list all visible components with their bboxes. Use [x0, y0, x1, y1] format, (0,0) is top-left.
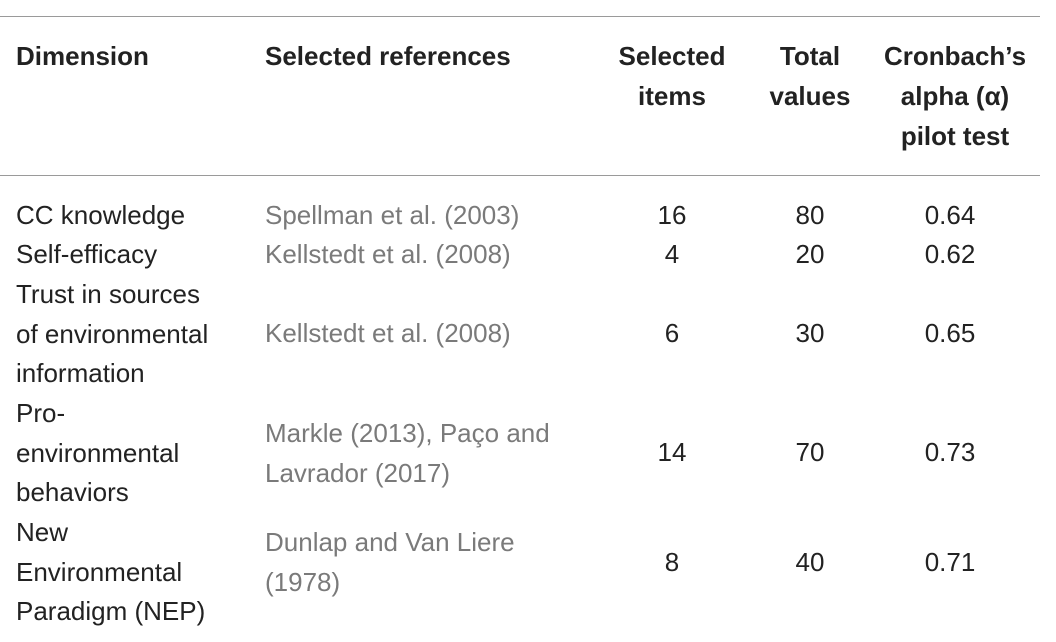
cell-dimension: Pro- environmental behaviors: [16, 398, 180, 507]
cell-dimension: New Environmental Paradigm (NEP): [16, 517, 206, 626]
cell-total-values: 70: [795, 437, 825, 467]
cell-references: Spellman et al. (2003): [265, 200, 520, 230]
cell-alpha: 0.65: [924, 318, 976, 348]
cell-total-values: 80: [795, 200, 825, 230]
cell-dimension: Trust in sources of environmental inform…: [16, 279, 209, 388]
cell-total-values: 30: [795, 318, 825, 348]
cell-references: Markle (2013), Paço and Lavrador (2017): [265, 418, 550, 488]
cell-references: Dunlap and Van Liere (1978): [265, 527, 515, 597]
header-selected-items: Selected items: [618, 41, 726, 111]
cell-alpha: 0.64: [924, 200, 976, 230]
cell-dimension: CC knowledge: [16, 200, 186, 230]
cell-alpha: 0.71: [924, 547, 976, 577]
cell-selected-items: 8: [664, 547, 680, 577]
header-references: Selected references: [265, 41, 511, 71]
cell-alpha: 0.73: [924, 437, 976, 467]
cell-total-values: 40: [795, 547, 825, 577]
cell-references: Kellstedt et al. (2008): [265, 239, 511, 269]
cell-selected-items: 4: [664, 239, 680, 269]
header-rule: [0, 175, 1040, 176]
header-total-values: Total values: [769, 41, 851, 111]
header-cronbach-alpha: Cronbach’s alpha (α) pilot test: [883, 41, 1027, 151]
cell-selected-items: 6: [664, 318, 680, 348]
cell-total-values: 20: [795, 239, 825, 269]
cell-references: Kellstedt et al. (2008): [265, 318, 511, 348]
header-dimension: Dimension: [16, 41, 149, 71]
cell-selected-items: 16: [657, 200, 687, 230]
cell-alpha: 0.62: [924, 239, 976, 269]
top-rule: [0, 16, 1040, 17]
cell-dimension: Self-efficacy: [16, 239, 158, 269]
cell-selected-items: 14: [657, 437, 687, 467]
